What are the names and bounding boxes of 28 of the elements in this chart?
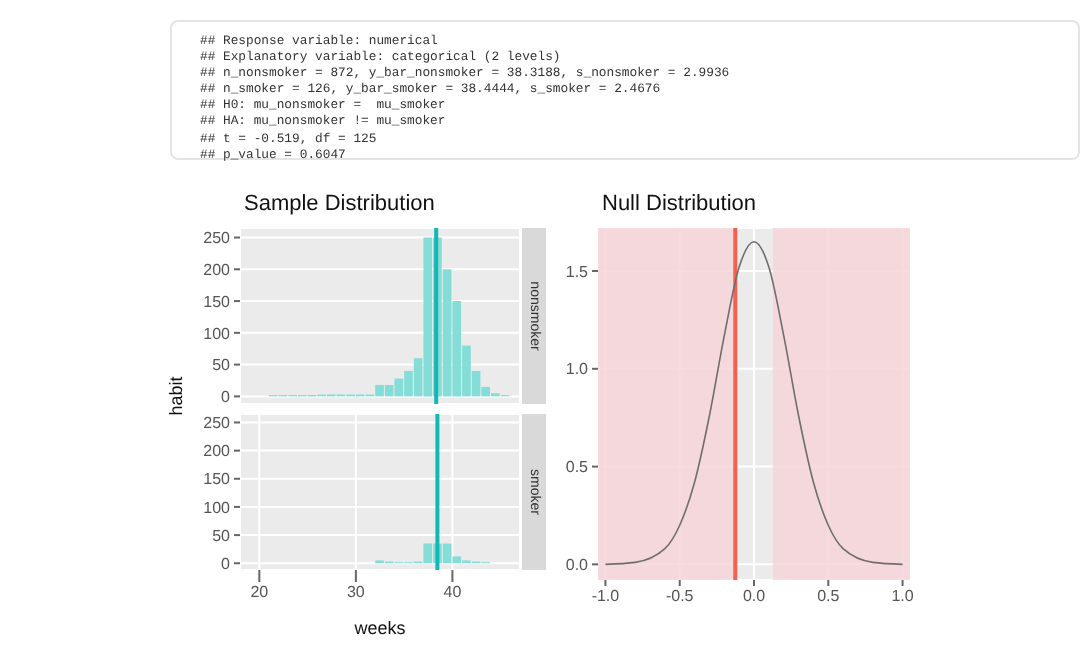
x-tick-label: 20 (250, 583, 270, 602)
y-tick-label: 0 (221, 554, 232, 573)
x-axis-title: weeks (352, 618, 408, 638)
y-tick-label: 50 (212, 356, 232, 375)
y-tick-label: 100 (203, 324, 232, 343)
y-tick-label: 200 (203, 442, 232, 461)
x-tick-label: -0.5 (665, 587, 695, 606)
x-tick-label: 0.0 (742, 587, 767, 606)
x-tick-label: 0.5 (817, 587, 841, 606)
y-tick-label: 250 (203, 414, 232, 433)
x-tick-label: 30 (346, 583, 366, 602)
x-tick-label: 1.0 (891, 587, 915, 606)
chart-title: Sample Distribution (244, 192, 435, 216)
x-tick-label: 40 (443, 583, 463, 602)
y-tick-label: 50 (212, 526, 232, 545)
y-tick-label: 100 (203, 498, 232, 517)
x-tick-label: -1.0 (591, 587, 621, 606)
y-tick-label: 0.0 (565, 556, 590, 575)
y-tick-label: 150 (203, 292, 232, 311)
chart-title: Null Distribution (602, 192, 757, 216)
y-tick-label: 0.5 (565, 458, 590, 477)
y-tick-label: 200 (203, 260, 232, 279)
y-tick-label: 150 (203, 470, 232, 489)
y-tick-label: 1.0 (565, 360, 590, 379)
y-tick-label: 250 (203, 229, 232, 248)
y-tick-label: 1.5 (565, 262, 590, 281)
y-tick-label: 0 (221, 388, 232, 407)
y-axis-title: habit (166, 376, 186, 416)
